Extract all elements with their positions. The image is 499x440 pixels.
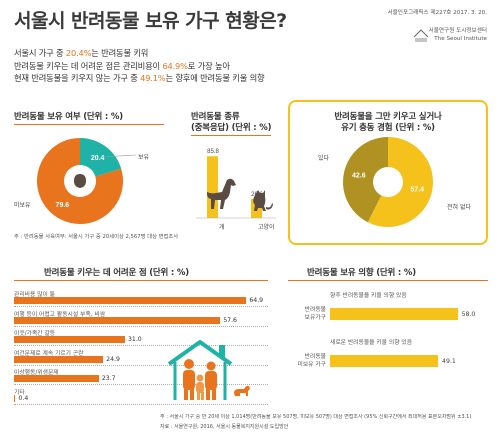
summary-line-3: 현재 반려동물을 키우지 않는 가구 중 49.1%는 향후에 반려동물 키울 … xyxy=(14,73,265,83)
owned-legend-label: 보유 xyxy=(138,154,150,161)
difficulty-label-4: 이상행동/위생문제 xyxy=(14,370,59,376)
intent-nonowner-label: 반려동물 미보유 가구 xyxy=(297,354,326,368)
owned-leader-line xyxy=(101,154,137,158)
intent-nonowner-caption: 새로운 반려동물을 키울 의향 있음 xyxy=(330,340,413,346)
dog-icon xyxy=(207,178,236,209)
difficulty-label-2: 이웃/가족간 갈등 xyxy=(14,331,56,337)
difficulty-value-2: 31.0 xyxy=(127,336,142,343)
pet-type-title-rule xyxy=(191,135,271,136)
cat-icon xyxy=(253,190,273,211)
abandon-no-value-label: 57.4 xyxy=(410,186,424,193)
abandon-title: 반려동물을 그만 키우고 싶거나 xyxy=(334,112,442,122)
pet-type-value-0: 85.8 xyxy=(207,149,219,155)
abandon-title-2: 유기 충동 경험 (단위 : %) xyxy=(341,123,435,133)
difficulty-bar-1 xyxy=(14,316,221,324)
abandon-yes-value-label: 42.6 xyxy=(352,173,366,180)
difficulty-label-3: 여건문제로 계속 기르기 곤란 xyxy=(14,350,84,357)
intent-bar-0 xyxy=(330,308,458,320)
abandon-yes-slice xyxy=(343,137,388,223)
owned-value-label: 20.4 xyxy=(91,155,105,162)
cat-label: 고양이 xyxy=(258,224,275,231)
footnote-note: 주 : 서울시 가구 중 만 20세 이상 1,014명(반려동물 보유 507… xyxy=(160,414,472,420)
ownership-note: 주 : 반려동물 사육여부: 서울시 가구 중 20세이상 2,567명 대상 … xyxy=(14,234,179,240)
page-title: 서울시 반려동물 보유 가구 현황은? xyxy=(14,10,287,32)
summary-line-2: 반려동물 키우는 데 어려운 점은 관리비용이 64.9%로 가장 높아 xyxy=(14,60,230,71)
family-house-icon xyxy=(167,340,250,400)
summary: 서울시 가구 중 20.4%는 반려동물 키워 반려동물 키우는 데 어려운 점… xyxy=(14,47,265,85)
abandon-yes-label: 있다 xyxy=(318,155,330,162)
difficulty-label-5: 기타 xyxy=(14,389,25,396)
not-owned-value-label: 79.6 xyxy=(56,202,70,209)
issue-info: 서울인포그래픽스 제227호 2017. 3. 20. xyxy=(387,10,488,16)
not-owned-legend-label: 미보유 xyxy=(14,202,31,209)
footnote-source: 자료 : 서울연구원, 2016, 서울시 동물복지지원시설 도입방안 xyxy=(160,424,289,430)
pet-type-bar-0 xyxy=(207,156,218,218)
pie-center-hole xyxy=(373,167,403,197)
summary-line-1: 서울시 가구 중 20.4%는 반려동물 키워 xyxy=(14,48,149,58)
intent-owner-caption: 향후 반려동물을 키울 의향 있음 xyxy=(330,293,407,299)
difficulty-value-5: 0.4 xyxy=(18,394,29,402)
ownership-title: 반려동물 보유 여부 (단위 : %) xyxy=(14,112,123,122)
difficulty-gridline-2 xyxy=(14,345,268,346)
difficulty-gridline-4 xyxy=(14,384,268,385)
intent-value-0: 58.0 xyxy=(461,311,476,318)
institute-name: 서울연구원 도시정보센터 The Seoul Institute xyxy=(401,27,487,43)
intent-bar-1 xyxy=(330,355,439,367)
difficulty-gridline-5 xyxy=(14,403,268,405)
seoul-institute-logo-icon xyxy=(413,29,429,42)
difficulty-label-1: 여행 등이 어렵고 활동시설 부족, 비쌈 xyxy=(14,311,106,318)
institute-name-ko: 서울연구원 도시정보센터 xyxy=(428,28,487,34)
difficulties-title: 반려동물 키우는 데 어려운 점 (단위 : %) xyxy=(44,268,189,278)
intent-title-rule xyxy=(288,280,488,281)
abandon-no-label: 전혀 없다 xyxy=(447,204,471,211)
difficulties-title-rule xyxy=(14,280,268,281)
pet-type-title: 반려동물 종류 xyxy=(191,112,240,122)
dog-label: 개 xyxy=(219,224,225,231)
difficulty-bar-4 xyxy=(14,375,99,382)
abandon-panel xyxy=(288,100,488,245)
intent-value-1: 49.1 xyxy=(442,358,456,365)
difficulty-bar-5 xyxy=(14,394,16,402)
pet-owner-icon xyxy=(74,174,86,188)
difficulty-value-0: 64.9 xyxy=(249,297,264,304)
difficulty-label-0: 관리비용 많이 듦 xyxy=(14,292,56,298)
difficulty-bar-2 xyxy=(14,336,125,343)
difficulty-gridline-3 xyxy=(14,364,268,366)
difficulty-bar-0 xyxy=(14,297,247,304)
difficulty-bar-3 xyxy=(14,355,104,363)
difficulty-value-1: 57.6 xyxy=(223,316,237,324)
ownership-title-rule xyxy=(14,124,164,125)
pet-type-subtitle: (중복응답) (단위 : %) xyxy=(191,123,272,133)
difficulty-gridline-0 xyxy=(14,306,268,307)
institute-name-en: The Seoul Institute xyxy=(434,36,487,42)
difficulty-gridline-1 xyxy=(14,325,268,327)
difficulty-value-3: 24.9 xyxy=(106,355,120,363)
intent-title: 반려동물 보유 의향 (단위 : %) xyxy=(307,268,416,278)
intent-owner-label: 반려동물 보유가구 xyxy=(304,307,326,321)
difficulty-value-4: 23.7 xyxy=(101,375,116,382)
